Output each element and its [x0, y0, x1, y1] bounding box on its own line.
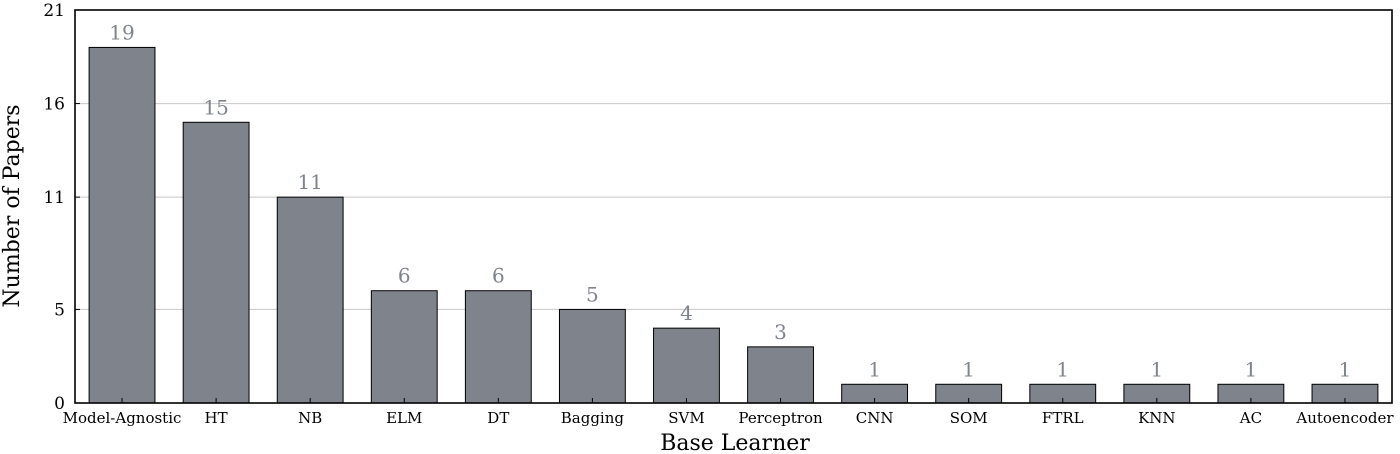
bar-value-label: 6 — [492, 264, 505, 288]
bar-value-label: 1 — [1056, 357, 1069, 381]
x-tick-label: Autoencoder — [1295, 409, 1394, 427]
bar — [276, 196, 344, 404]
x-tick-label: NB — [298, 409, 322, 427]
x-axis-ticks: Model-Agnostic HT NB ELM DT Bagging SVM Percept… — [63, 398, 1394, 427]
bar-value-label: 4 — [680, 301, 693, 325]
bar — [370, 290, 438, 404]
y-axis-title: Number of Papers — [0, 104, 25, 307]
bar-value-label: 1 — [868, 357, 881, 381]
x-tick-label: HT — [205, 409, 228, 427]
bars — [88, 46, 1379, 404]
bar — [653, 327, 720, 404]
x-tick-label: Model-Agnostic — [63, 409, 182, 427]
y-tick-label: 11 — [43, 188, 65, 208]
bar-value-label: 11 — [297, 170, 322, 194]
bar-value-label: 1 — [1245, 357, 1258, 381]
y-tick-label: 5 — [54, 300, 65, 320]
bar — [747, 346, 814, 404]
x-tick-label: SVM — [668, 409, 704, 427]
bar-value-label: 1 — [1339, 357, 1352, 381]
x-tick-label: DT — [487, 409, 509, 427]
bar-value-label: 6 — [398, 264, 411, 288]
x-tick-label: AC — [1239, 409, 1262, 427]
bar-value-label: 19 — [109, 20, 134, 44]
x-tick-label: KNN — [1138, 409, 1175, 427]
bar — [558, 308, 626, 404]
plot-frame — [74, 9, 1393, 404]
grid-lines — [75, 103, 1392, 310]
bar-value-label: 15 — [203, 95, 228, 119]
y-tick-label: 0 — [54, 394, 65, 414]
bar-value-label: 5 — [586, 282, 599, 306]
x-tick-label: Perceptron — [738, 409, 823, 427]
x-tick-label: ELM — [386, 409, 422, 427]
bar — [464, 290, 532, 404]
y-tick-label: 21 — [43, 1, 65, 21]
bar-value-label: 1 — [1150, 357, 1163, 381]
x-axis-title: Base Learner — [660, 431, 810, 454]
bar-value-label: 3 — [774, 320, 787, 344]
x-tick-label: SOM — [950, 409, 988, 427]
x-tick-label: Bagging — [561, 409, 625, 427]
bar-value-label: 1 — [962, 357, 975, 381]
y-axis-ticks: 0 5 11 16 21 — [43, 1, 80, 414]
bar — [88, 46, 156, 404]
y-tick-label: 16 — [43, 95, 65, 115]
x-tick-label: CNN — [856, 409, 894, 427]
x-tick-label: FTRL — [1042, 409, 1084, 427]
bar — [182, 121, 250, 404]
